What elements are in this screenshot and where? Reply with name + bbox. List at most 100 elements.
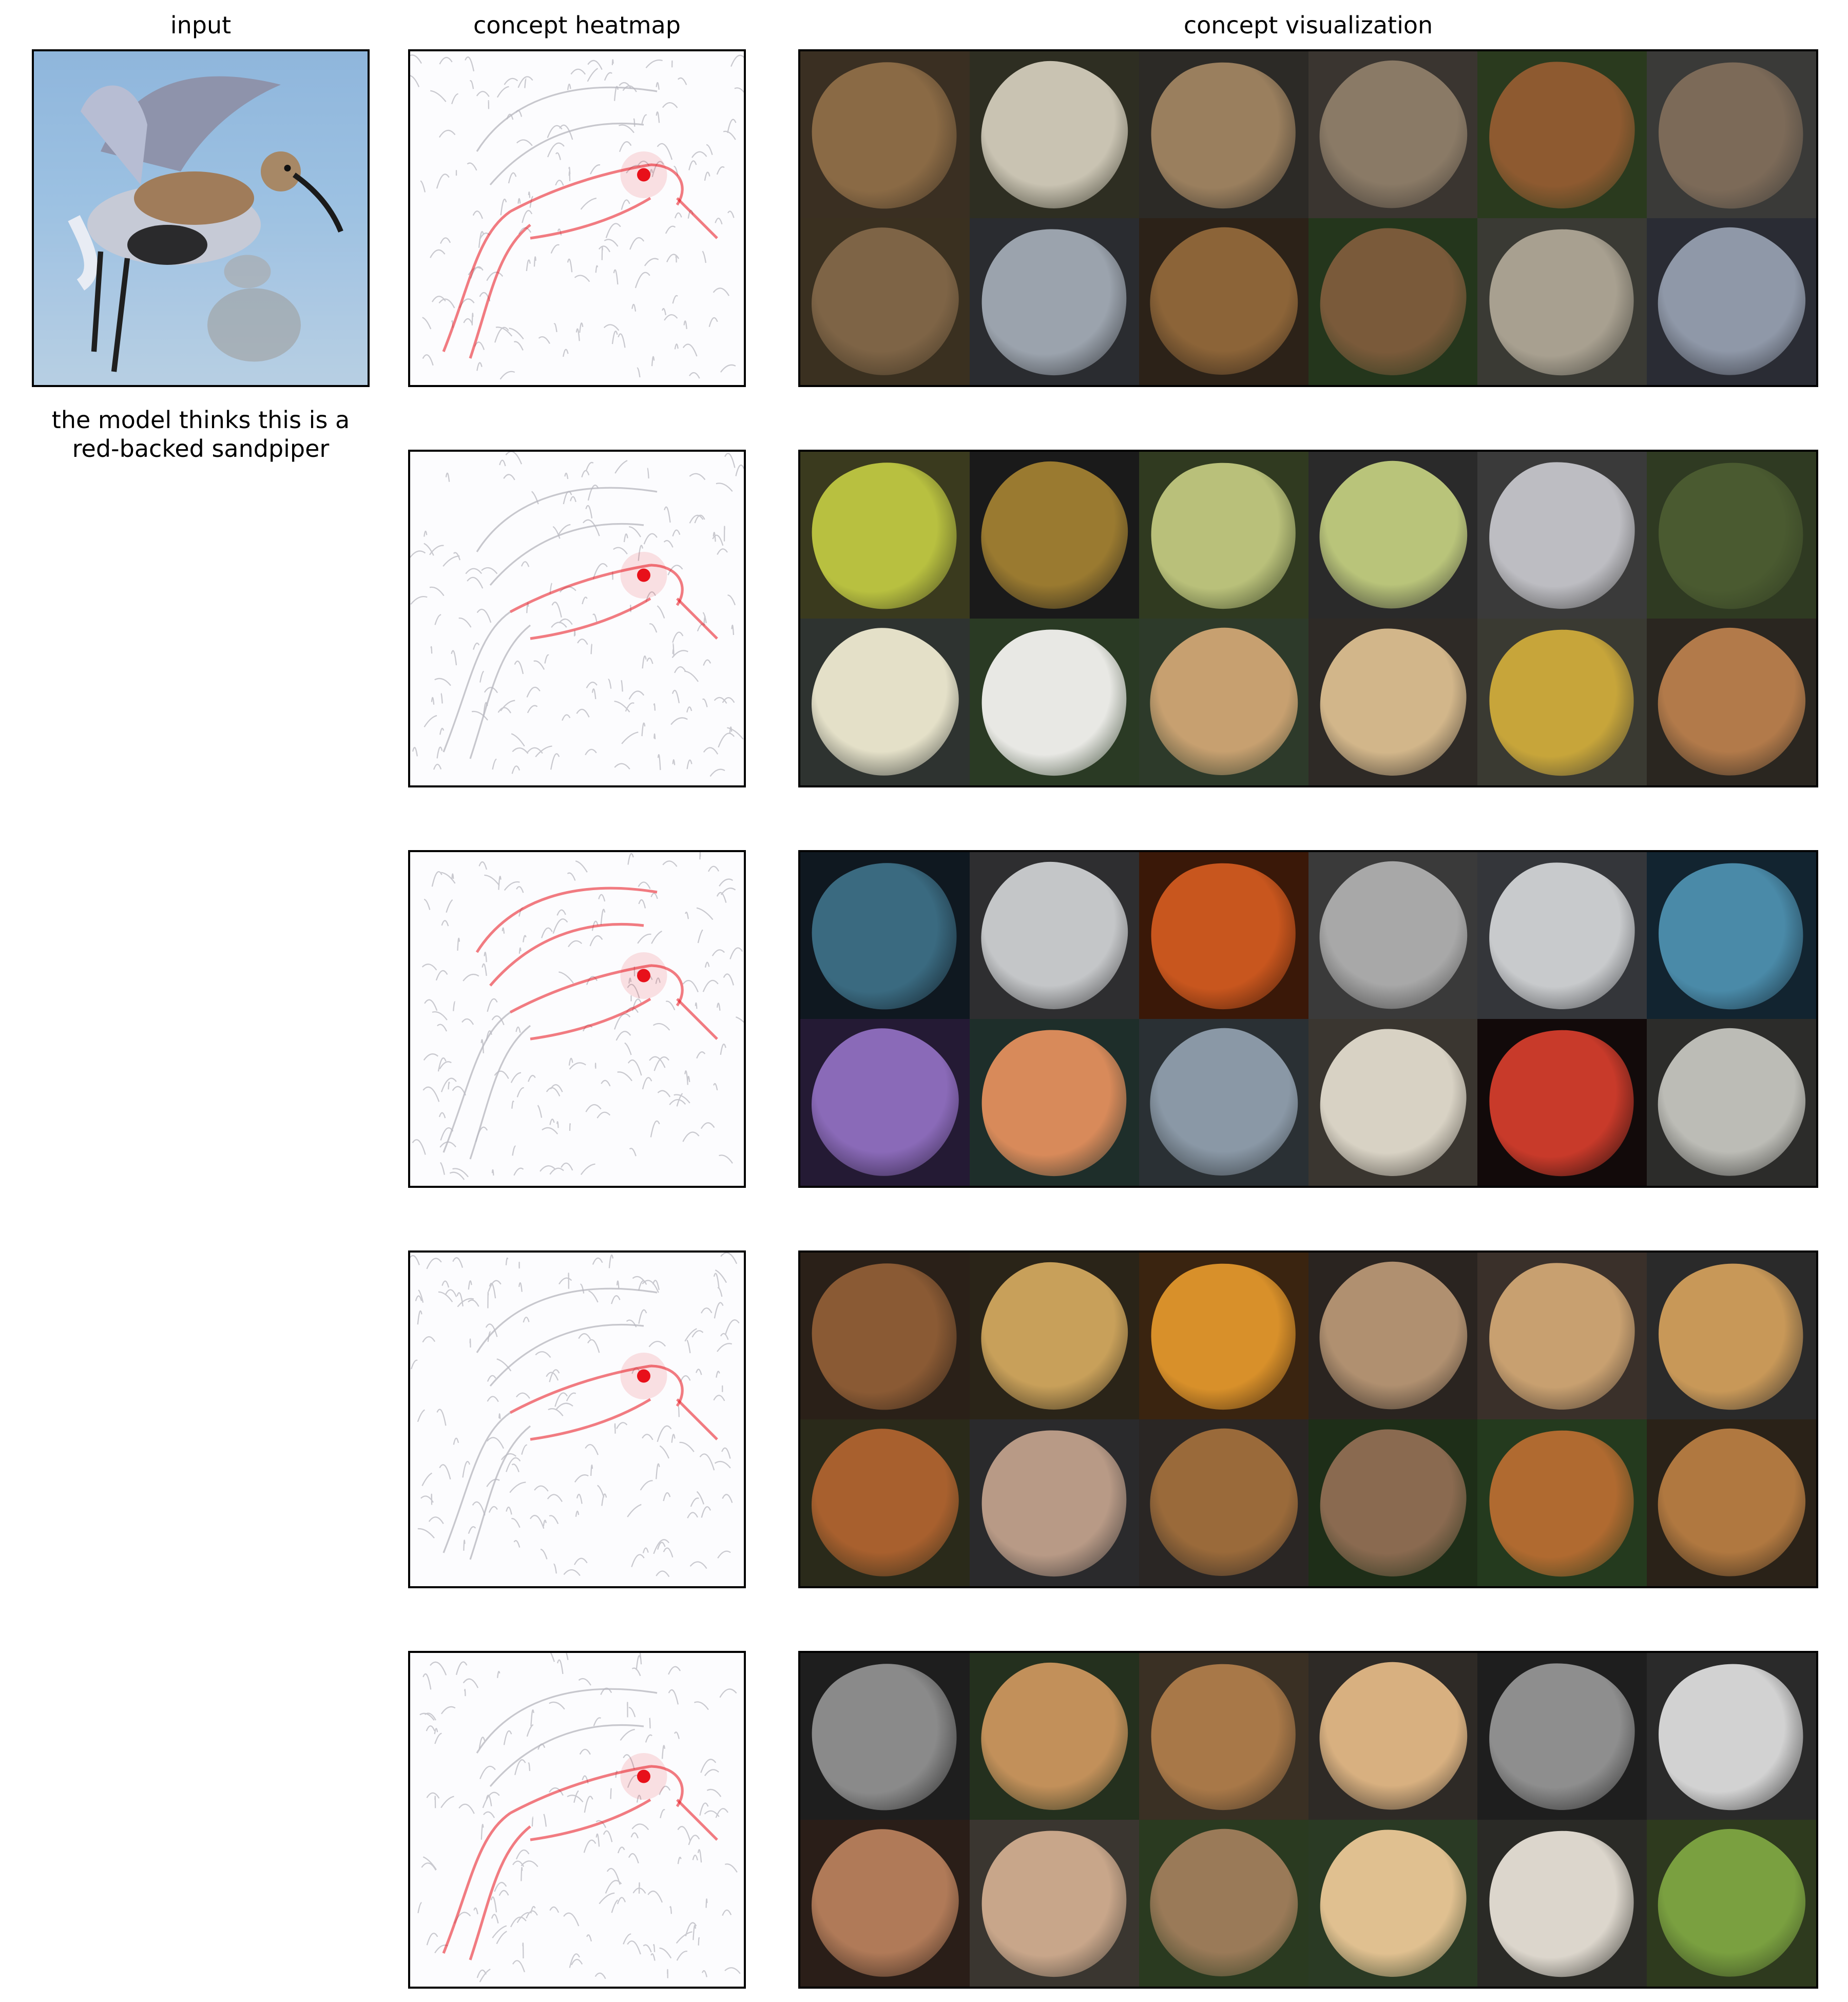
edge-stroke: [554, 1392, 568, 1407]
edge-stroke: [429, 586, 445, 596]
edge-stroke: [581, 470, 590, 478]
edge-stroke: [729, 947, 743, 959]
edge-stroke: [708, 317, 718, 328]
edge-stroke: [627, 1940, 641, 1955]
edge-stroke: [526, 1724, 534, 1737]
edge-stroke: [549, 1515, 559, 1525]
concept-thumbnail: [1308, 452, 1478, 619]
edge-stroke: [523, 1316, 530, 1323]
edge-stroke: [495, 326, 513, 337]
edge-stroke: [651, 930, 662, 944]
edge-stroke: [619, 141, 632, 152]
edge-stroke: [533, 660, 545, 670]
concept-thumbnail: [1308, 1820, 1478, 1987]
concept-heatmap-4: [408, 1250, 746, 1588]
concept-region: [1139, 852, 1308, 1019]
edge-stroke: [697, 929, 703, 944]
edge-stroke: [479, 670, 485, 683]
edge-stroke: [483, 1811, 495, 1818]
concept-heatmap-2: [408, 450, 746, 787]
edge-stroke: [696, 1491, 705, 1505]
edge-stroke: [627, 1504, 642, 1517]
edge-stroke: [579, 322, 584, 333]
edge-stroke: [511, 765, 521, 774]
edge-stroke: [657, 143, 673, 160]
edge-stroke: [667, 565, 683, 575]
edge-stroke: [486, 1795, 492, 1806]
concept-region: [1477, 1019, 1647, 1186]
concept-region: [1316, 625, 1470, 779]
edge-stroke: [715, 1808, 728, 1818]
concept-region: [1316, 224, 1470, 379]
bird-outline: [509, 163, 651, 213]
bird-outline: [476, 1287, 658, 1353]
concept-thumbnail: [1647, 1019, 1816, 1186]
edge-stroke: [735, 464, 744, 476]
edge-stroke: [676, 1951, 688, 1961]
bird-outline: [489, 523, 644, 586]
edge-stroke: [467, 576, 484, 589]
edge-stroke: [486, 1437, 505, 1449]
edge-stroke: [642, 1434, 653, 1440]
concept-thumbnail: [800, 1653, 970, 1820]
edge-stroke: [656, 1570, 670, 1577]
edge-stroke: [690, 1497, 699, 1507]
edge-stroke: [424, 715, 437, 727]
edge-stroke: [621, 199, 630, 210]
edge-stroke: [484, 874, 500, 886]
edge-stroke: [622, 85, 637, 92]
edge-stroke: [643, 1944, 652, 1953]
bird-outline: [650, 1765, 684, 1807]
prediction-caption: the model thinks this is a red-backed sa…: [10, 406, 391, 463]
edge-stroke: [481, 567, 498, 574]
edge-stroke: [429, 545, 444, 555]
edge-stroke: [568, 166, 571, 175]
edge-stroke: [718, 733, 735, 748]
edge-stroke: [526, 259, 531, 272]
concept-region: [1477, 218, 1647, 385]
edge-stroke: [455, 1661, 468, 1675]
edge-stroke: [510, 1916, 527, 1928]
edge-stroke: [638, 1309, 647, 1324]
edge-stroke: [506, 1457, 521, 1472]
edge-stroke: [579, 1748, 591, 1755]
bird-outline: [489, 923, 644, 987]
edge-stroke: [643, 533, 658, 545]
concept-thumbnail: [969, 452, 1139, 619]
edge-stroke: [422, 1086, 440, 1102]
edge-stroke: [440, 1796, 454, 1808]
edge-stroke: [638, 1280, 647, 1291]
edge-stroke: [491, 1169, 494, 1176]
bird-outline: [469, 624, 531, 759]
edge-stroke: [585, 748, 597, 756]
edge-stroke: [512, 1145, 516, 1156]
edge-stroke: [603, 1830, 613, 1842]
edge-stroke: [720, 1043, 726, 1055]
edge-stroke: [659, 1947, 672, 1959]
edge-stroke: [730, 54, 744, 67]
edge-stroke: [457, 937, 460, 951]
concept-thumbnail: [1308, 51, 1478, 218]
edge-stroke: [638, 1653, 642, 1665]
edge-stroke: [674, 343, 679, 350]
edge-stroke: [611, 1295, 621, 1304]
edge-stroke: [505, 1257, 509, 1265]
concept-region: [800, 1253, 970, 1419]
edge-stroke: [638, 881, 651, 889]
edge-stroke: [689, 372, 700, 379]
edge-stroke: [719, 1688, 737, 1698]
concept-thumbnail: [1647, 1419, 1816, 1586]
edge-stroke: [713, 287, 730, 296]
concept-thumbnail: [1647, 852, 1816, 1019]
edge-stroke: [598, 245, 611, 253]
edge-stroke: [662, 1745, 665, 1759]
edge-stroke: [705, 1898, 708, 1908]
heatmap-svg: [417, 1653, 741, 1982]
edge-stroke: [515, 1849, 530, 1860]
edge-stroke: [499, 371, 515, 380]
edge-stroke: [422, 1673, 432, 1690]
edge-stroke: [682, 979, 699, 992]
edge-stroke: [573, 1557, 588, 1565]
edge-stroke: [697, 1849, 702, 1863]
concept-region: [1647, 1419, 1816, 1586]
